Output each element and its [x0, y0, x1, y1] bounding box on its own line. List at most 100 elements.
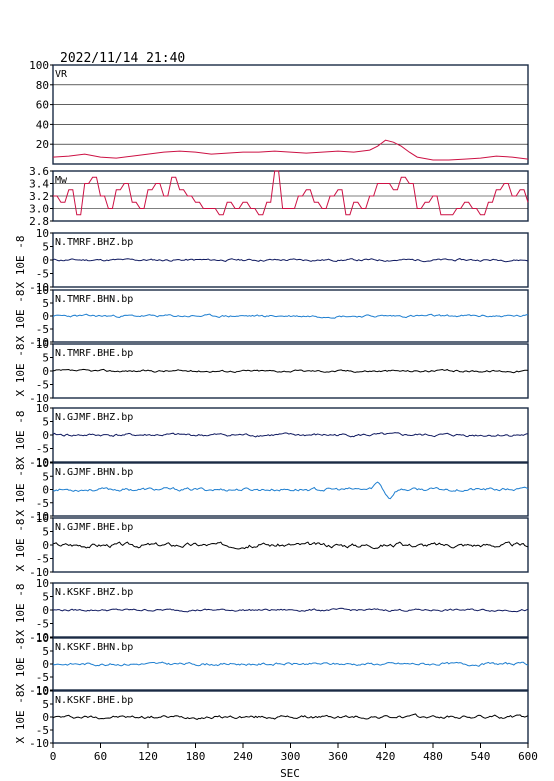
y-tick-label: 5 [42, 645, 49, 658]
panel-label: N.KSKF.BHE.bp [55, 695, 133, 706]
y-tick-label: -10 [29, 631, 49, 644]
series-line-gjmf_bhz [52, 432, 529, 438]
x-tick-label: 360 [328, 750, 348, 763]
y-tick-label: 10 [36, 632, 49, 645]
y-tick-label: 0 [42, 711, 49, 724]
y-tick-label: 3.6 [29, 165, 49, 178]
y-unit-label: X 10E -8 [14, 411, 27, 464]
series-line-vr [52, 139, 529, 161]
y-unit-label: X 10E -8 [14, 344, 27, 397]
y-tick-label: -5 [36, 553, 49, 566]
y-tick-label: 0 [42, 539, 49, 552]
y-tick-label: -5 [36, 379, 49, 392]
series-line-tmrf_bhn [52, 313, 529, 319]
x-tick-label: 540 [471, 750, 491, 763]
y-tick-label: 60 [36, 99, 49, 112]
y-unit-labels: X 10E -8X 10E -8X 10E -8X 10E -8X 10E -8… [14, 236, 27, 744]
y-tick-label: -10 [29, 566, 49, 579]
y-tick-label: 10 [36, 512, 49, 525]
y-tick-label: -5 [36, 443, 49, 456]
y-tick-label: -5 [36, 618, 49, 631]
y-unit-label: X 10E -8 [14, 691, 27, 744]
x-tick-label: 240 [233, 750, 253, 763]
y-tick-label: -10 [29, 456, 49, 469]
y-unit-label: X 10E -8 [14, 638, 27, 691]
y-tick-label: 5 [42, 591, 49, 604]
panel-label: N.GJMF.BHE.bp [55, 522, 133, 533]
y-tick-label: 20 [36, 138, 49, 151]
y-tick-label: 40 [36, 118, 49, 131]
series-line-gjmf_bhn [52, 481, 529, 500]
y-tick-label: 10 [36, 685, 49, 698]
panel-label: N.KSKF.BHN.bp [55, 642, 133, 653]
y-tick-label: 0 [42, 310, 49, 323]
panel-vr: 20 40 60 80 100 VR [29, 59, 529, 165]
series-line-kskf_bhe [52, 713, 529, 720]
panel-label: N.GJMF.BHN.bp [55, 467, 133, 478]
y-unit-label: X 10E -8 [14, 464, 27, 517]
panel-mw: 2.83.03.23.43.6 Mw [29, 165, 529, 228]
y-tick-label: 10 [36, 284, 49, 297]
x-tick-label: 180 [186, 750, 206, 763]
y-tick-label: 2.8 [29, 215, 49, 228]
panel-label: Mw [55, 175, 68, 186]
series-line-tmrf_bhe [52, 368, 529, 374]
panels-group: 20406080100VR2.83.03.23.43.6Mw-10-50510N… [29, 59, 529, 750]
y-unit-label: X 10E -8 [14, 584, 27, 637]
x-tick-label: 120 [138, 750, 158, 763]
x-tick-label: 300 [281, 750, 301, 763]
y-tick-label: 0 [42, 429, 49, 442]
series-line-mw [53, 170, 529, 216]
panel-frame [52, 462, 529, 517]
y-tick-label: -5 [36, 497, 49, 510]
y-tick-label: 5 [42, 352, 49, 365]
y-tick-label: 0 [42, 484, 49, 497]
y-tick-label: 80 [36, 79, 49, 92]
panel-label: N.TMRF.BHE.bp [55, 348, 133, 359]
x-tick-label: 480 [423, 750, 443, 763]
y-tick-label: 0 [42, 604, 49, 617]
x-tick-label: 0 [50, 750, 57, 763]
y-tick-label: -10 [29, 510, 49, 523]
y-tick-label: 100 [29, 59, 49, 72]
y-tick-label: -10 [29, 281, 49, 294]
y-tick-label: 3.4 [29, 178, 49, 191]
y-tick-label: -5 [36, 268, 49, 281]
y-tick-label: 10 [36, 402, 49, 415]
series-line-gjmf_bhe [52, 541, 529, 550]
y-tick-label: 5 [42, 526, 49, 539]
x-axis: 0 60 120 180 240 300 360 420 480 540 600 [50, 743, 538, 763]
x-tick-label: 600 [518, 750, 538, 763]
y-tick-label: -5 [36, 323, 49, 336]
panel-label: N.GJMF.BHZ.bp [55, 412, 133, 423]
y-tick-label: 5 [42, 241, 49, 254]
y-tick-label: -10 [29, 392, 49, 405]
y-tick-label: 5 [42, 297, 49, 310]
y-tick-label: -10 [29, 737, 49, 750]
y-unit-label: X 10E -8 [14, 290, 27, 343]
y-tick-label: -5 [36, 671, 49, 684]
y-tick-label: 0 [42, 254, 49, 267]
y-tick-label: -5 [36, 724, 49, 737]
y-tick-label: 10 [36, 457, 49, 470]
y-unit-label: X 10E -8 [14, 236, 27, 289]
y-tick-label: -10 [29, 336, 49, 349]
y-tick-label: 5 [42, 470, 49, 483]
y-tick-label: 10 [36, 577, 49, 590]
y-tick-label: 10 [36, 227, 49, 240]
panel-label: N.TMRF.BHN.bp [55, 294, 133, 305]
series-line-tmrf_bhz [52, 258, 529, 263]
series-line-kskf_bhz [52, 607, 529, 613]
x-axis-label: SEC [280, 767, 300, 780]
series-line-kskf_bhn [52, 661, 529, 667]
y-tick-label: 3.0 [29, 203, 49, 216]
